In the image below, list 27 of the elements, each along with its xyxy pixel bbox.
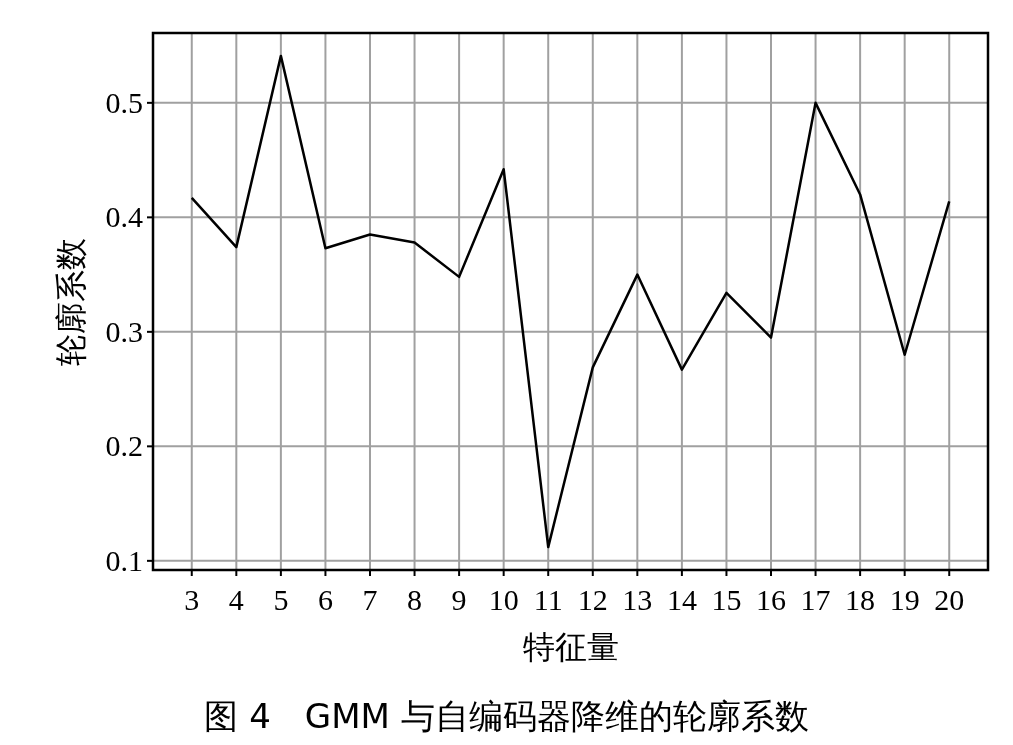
x-tick-label: 18 [845,583,876,616]
x-tick-label: 6 [317,583,333,616]
x-tick-label: 20 [934,583,965,616]
x-axis-title: 特征量 [522,629,619,665]
line-series [190,54,951,549]
x-tick-label: 7 [362,583,378,616]
x-tick-label: 9 [451,583,467,616]
y-axis-title: 轮廓系数 [53,237,89,366]
y-tick-label: 0.4 [105,200,143,234]
x-tick-label: 13 [622,583,653,616]
x-tick-label: 3 [184,583,200,616]
x-tick-label: 11 [533,583,563,616]
x-tick-label: 17 [800,583,831,616]
x-tick-label: 8 [407,583,423,616]
x-tick-label: 10 [488,583,519,616]
x-tick-label: 14 [666,583,697,616]
x-tick-label: 19 [889,583,920,616]
x-tick-label: 15 [711,583,742,616]
y-tick-label: 0.5 [105,85,143,119]
x-tick-label: 5 [273,583,289,616]
y-tick-label: 0.1 [105,543,143,577]
x-tick-label: 4 [228,583,244,616]
x-tick-label: 12 [577,583,608,616]
text: 图 4 GMM 与自编码器降维的轮廓系数 [204,696,809,736]
x-tick-label: 16 [756,583,787,616]
y-tick-label: 0.3 [105,314,143,348]
y-tick-label: 0.2 [105,429,143,463]
